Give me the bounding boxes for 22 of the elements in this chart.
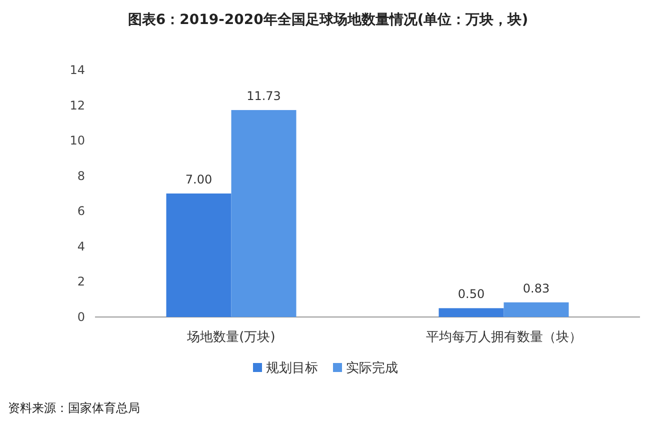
- y-tick-label: 4: [77, 239, 85, 254]
- y-tick-label: 14: [70, 63, 85, 77]
- y-tick-label: 12: [70, 98, 85, 112]
- data-label: 7.00: [185, 172, 212, 186]
- data-label: 0.50: [458, 287, 485, 302]
- data-label: 11.73: [246, 89, 281, 104]
- x-tick-label: 平均每万人拥有数量（块）: [426, 330, 582, 345]
- bar: [504, 302, 569, 317]
- x-tick-label: 场地数量(万块): [186, 330, 276, 345]
- y-tick-label: 6: [77, 204, 85, 218]
- chart-title: 图表6：2019-2020年全国足球场地数量情况(单位：万块，块): [128, 12, 528, 28]
- y-tick-label: 8: [77, 168, 85, 183]
- data-label: 0.83: [522, 281, 550, 296]
- legend-label: 规划目标: [266, 361, 318, 376]
- bar: [166, 194, 232, 317]
- y-tick-label: 2: [77, 274, 85, 289]
- text: 资料来源：国家体育总局: [8, 401, 140, 415]
- y-tick-label: 10: [70, 134, 85, 148]
- legend-label: 实际完成: [346, 360, 398, 376]
- bar: [231, 110, 296, 317]
- bar: [438, 308, 504, 317]
- y-tick-label: 0: [77, 310, 85, 324]
